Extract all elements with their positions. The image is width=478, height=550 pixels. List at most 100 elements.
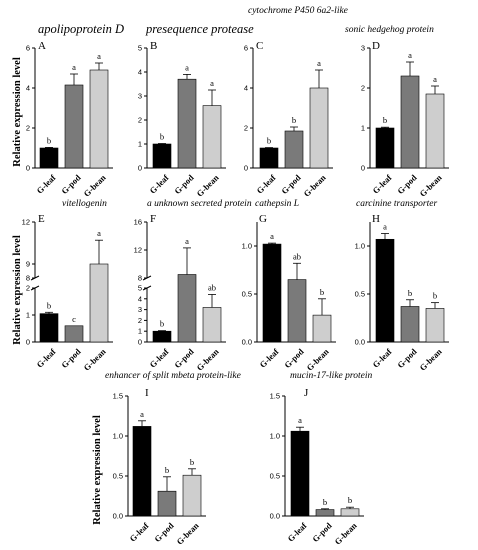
y-tick-label-f: 4 bbox=[138, 294, 142, 303]
y-tick-label-e: 1 bbox=[26, 311, 30, 320]
bar-c-g-pod bbox=[284, 130, 304, 169]
y-tick-label-f: 2 bbox=[138, 316, 142, 325]
title-E: vitellogenin bbox=[62, 199, 107, 209]
y-tick-label-b: 4 bbox=[138, 68, 142, 77]
category-label-c: G-bean bbox=[302, 172, 328, 198]
significance-letter-g: ab bbox=[293, 251, 301, 261]
bar-a-g-pod bbox=[64, 84, 84, 169]
y-tick-label-f: 1 bbox=[138, 327, 142, 336]
category-label-f: G-bean bbox=[195, 346, 221, 372]
category-label-i: G-pod bbox=[152, 520, 176, 544]
title-F: a unknown secreted protein bbox=[147, 199, 252, 209]
y-tick-label-h: 0.0 bbox=[355, 338, 365, 347]
bar-e-g-pod bbox=[64, 325, 84, 343]
category-label-h: G-leaf bbox=[371, 346, 394, 369]
significance-letter-b: b bbox=[160, 132, 164, 142]
category-label-g: G-pod bbox=[282, 346, 306, 370]
y-tick-label-f: 3 bbox=[138, 305, 142, 314]
y-tick-label-a: 0 bbox=[26, 164, 30, 173]
category-label-j: G-leaf bbox=[286, 520, 309, 543]
category-label-g: G-leaf bbox=[258, 346, 281, 369]
significance-letter-h: b bbox=[408, 288, 412, 298]
bar-b-g-leaf bbox=[152, 143, 172, 169]
y-tick-label-f: 12 bbox=[134, 246, 142, 255]
y-tick-label-d: 2 bbox=[361, 84, 365, 93]
y-tick-label-g: 0.5 bbox=[242, 290, 252, 299]
bar-h-g-pod bbox=[400, 306, 420, 343]
title-I: enhancer of split mbeta protein-like bbox=[105, 370, 241, 381]
significance-letter-g: b bbox=[320, 287, 324, 297]
y-tick-label-i: 1.0 bbox=[113, 432, 123, 441]
significance-letter-i: b bbox=[165, 465, 169, 475]
bar-c-g-bean bbox=[309, 87, 329, 169]
category-label-c: G-leaf bbox=[255, 172, 278, 195]
y-tick-label-e: 0 bbox=[26, 338, 30, 347]
bar-e-g-leaf bbox=[39, 313, 59, 343]
y-tick-label-b: 5 bbox=[138, 44, 142, 53]
panel-letter-C: C bbox=[256, 40, 263, 52]
bar-g-g-leaf bbox=[262, 243, 282, 343]
significance-letter-i: b bbox=[190, 457, 194, 467]
y-tick-label-c: 2 bbox=[244, 124, 248, 133]
category-label-j: G-bean bbox=[333, 520, 359, 546]
category-label-h: G-pod bbox=[395, 346, 419, 370]
panel-letter-I: I bbox=[145, 387, 149, 399]
bar-d-g-pod bbox=[400, 75, 420, 169]
y-tick-label-d: 3 bbox=[361, 44, 365, 53]
category-label-a: G-bean bbox=[82, 172, 108, 198]
significance-letter-d: a bbox=[433, 74, 437, 84]
y-tick-label-d: 0 bbox=[361, 164, 365, 173]
y-tick-label-f: 5 bbox=[138, 284, 142, 293]
category-label-f: G-leaf bbox=[148, 346, 171, 369]
y-tick-label-c: 0 bbox=[244, 164, 248, 173]
bar-j-g-pod bbox=[315, 509, 335, 517]
bar-g-g-pod bbox=[287, 279, 307, 343]
category-label-b: G-pod bbox=[172, 172, 196, 196]
title-H: carcinine transporter bbox=[356, 199, 437, 209]
bar-d-g-leaf bbox=[375, 127, 395, 169]
y-tick-label-a: 4 bbox=[26, 84, 30, 93]
significance-letter-b: a bbox=[185, 62, 189, 72]
bar-f-g-leaf bbox=[152, 330, 172, 343]
category-label-f: G-pod bbox=[172, 346, 196, 370]
y-tick-label-i: 1.5 bbox=[113, 392, 123, 401]
y-tick-label-h: 0.5 bbox=[355, 290, 365, 299]
category-label-c: G-pod bbox=[279, 172, 303, 196]
significance-letter-c: b bbox=[267, 136, 271, 146]
y-tick-label-j: 0.0 bbox=[270, 512, 280, 521]
bar-b-g-bean bbox=[202, 105, 222, 169]
significance-letter-f: ab bbox=[208, 282, 216, 292]
significance-letter-i: a bbox=[140, 409, 144, 419]
panel-letter-B: B bbox=[150, 40, 157, 52]
significance-letter-a: a bbox=[72, 62, 76, 72]
panel-letter-H: H bbox=[372, 213, 380, 225]
significance-letter-h: a bbox=[383, 222, 387, 232]
category-label-e: G-leaf bbox=[35, 346, 58, 369]
bar-g-g-bean bbox=[312, 314, 332, 343]
panel-letter-E: E bbox=[38, 213, 45, 225]
category-label-i: G-leaf bbox=[128, 520, 151, 543]
bar-b-g-pod bbox=[177, 78, 197, 169]
bar-i-g-bean bbox=[182, 474, 202, 517]
significance-letter-g: a bbox=[270, 231, 274, 241]
y-tick-label-f: 16 bbox=[134, 218, 142, 227]
ylabel-row1: Relative expression level bbox=[12, 57, 23, 167]
y-tick-label-e: 8 bbox=[26, 274, 30, 283]
title-J: mucin-17-like protein bbox=[290, 371, 372, 381]
y-tick-label-e: 9 bbox=[26, 260, 30, 269]
significance-letter-f: b bbox=[160, 319, 164, 329]
y-tick-label-i: 0.5 bbox=[113, 472, 123, 481]
significance-letter-e: b bbox=[47, 300, 51, 310]
significance-letter-c: b bbox=[292, 115, 296, 125]
panel-letter-A: A bbox=[38, 40, 46, 52]
category-label-j: G-pod bbox=[310, 520, 334, 544]
significance-letter-e: c bbox=[72, 314, 76, 324]
y-tick-label-g: 1.0 bbox=[242, 242, 252, 251]
y-tick-label-b: 0 bbox=[138, 164, 142, 173]
panel-letter-G: G bbox=[259, 213, 267, 225]
significance-letter-f: a bbox=[185, 236, 189, 246]
significance-letter-j: b bbox=[348, 495, 352, 505]
bar-i-g-leaf bbox=[132, 426, 152, 517]
category-label-e: G-bean bbox=[82, 346, 108, 372]
